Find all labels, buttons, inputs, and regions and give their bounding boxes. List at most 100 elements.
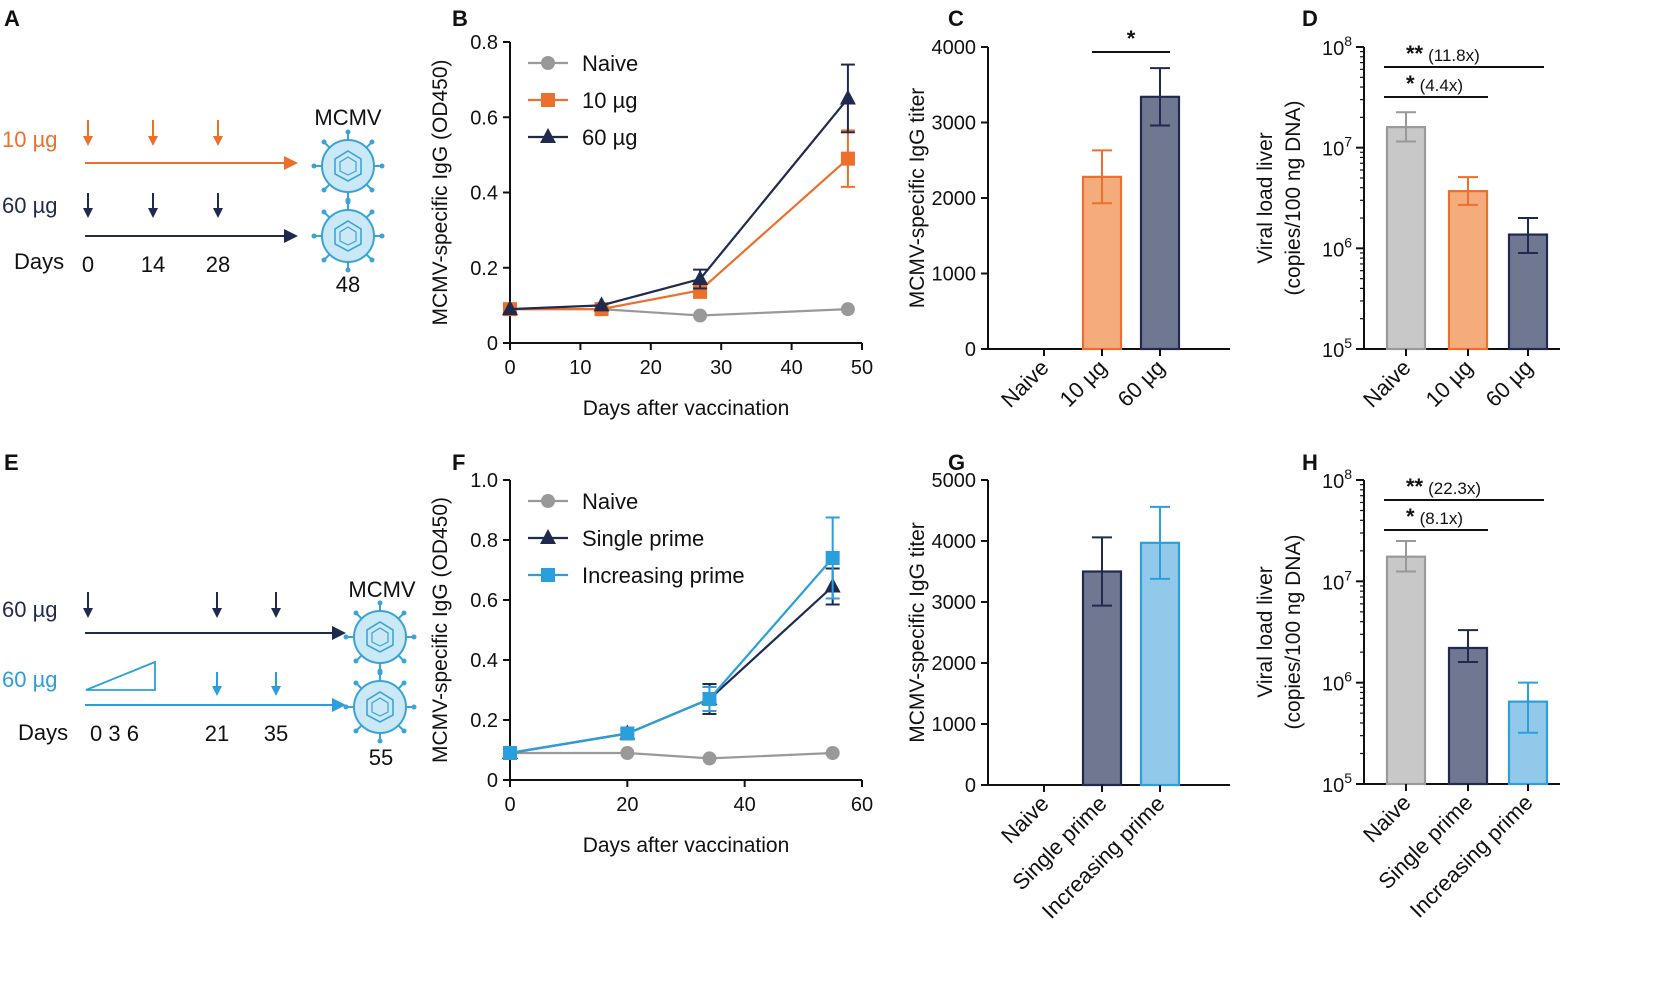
series-line-2 xyxy=(509,97,849,311)
x-tick-label: 0 xyxy=(504,357,515,379)
vaccination-arrows-10ug xyxy=(83,120,298,170)
bar xyxy=(1139,95,1181,351)
chart-panel-c: C 0 1000 2000 3000 4000 MCMV-specific IgG tit… xyxy=(906,6,1230,412)
y-tick-exponent: 7 xyxy=(1344,134,1352,150)
challenge-day: 55 xyxy=(369,745,393,770)
chart-panel-f: F 0 0.2 0.4 0.6 0.8 1.0 0 20 40 60 Days after vacc… xyxy=(429,450,873,857)
y-tick-base: 10 xyxy=(1322,239,1344,261)
y-tick-exponent: 5 xyxy=(1344,335,1352,351)
y-tick-label: 0 xyxy=(487,333,498,355)
data-point xyxy=(825,551,840,565)
bar xyxy=(1385,126,1427,351)
chart-panel-b: B 0 0.2 0.4 0.6 0.8 0 10 20 30 40 50 Days after vac… xyxy=(429,6,873,420)
days-label: Days xyxy=(18,720,68,745)
y-tick-label: 108 xyxy=(1322,33,1352,60)
x-tick-label: 20 xyxy=(616,794,638,816)
y-tick-label: 105 xyxy=(1322,770,1352,797)
category-label: Naive xyxy=(996,355,1053,412)
y-tick-base: 10 xyxy=(1322,674,1344,696)
legend-label: Naive xyxy=(582,51,638,76)
y-tick-label: 0.2 xyxy=(470,710,498,732)
significance-label: ** (22.3x) xyxy=(1406,474,1481,499)
series-line-2 xyxy=(509,557,834,755)
y-tick-label: 0 xyxy=(965,339,976,361)
bar xyxy=(1081,175,1123,351)
legend-marker xyxy=(540,529,556,544)
data-point xyxy=(702,692,717,706)
y-axis-title: Viral load liver xyxy=(1254,132,1277,264)
y-tick-label: 107 xyxy=(1322,567,1352,594)
series-line-1 xyxy=(510,157,849,311)
dose-label-single-prime: 60 µg xyxy=(2,597,58,622)
panel-letter-d: D xyxy=(1302,6,1318,31)
bar xyxy=(1385,555,1427,786)
legend-marker xyxy=(541,93,555,107)
legend-label: 60 µg xyxy=(582,125,638,150)
significance-stars: ** xyxy=(1406,474,1424,499)
x-tick-label: 40 xyxy=(780,357,802,379)
fold-change: (4.4x) xyxy=(1420,76,1463,95)
y-tick-label: 3000 xyxy=(932,113,977,135)
legend-label: 10 µg xyxy=(582,88,638,113)
x-tick-label: 20 xyxy=(640,357,662,379)
legend-label: Increasing prime xyxy=(582,563,745,588)
legend-marker xyxy=(540,128,556,143)
data-point xyxy=(693,308,708,323)
bar xyxy=(1447,190,1489,351)
y-tick-label: 2000 xyxy=(932,188,977,210)
data-point xyxy=(692,270,709,286)
category-label: 10 µg xyxy=(1055,355,1112,412)
y-tick-exponent: 6 xyxy=(1344,669,1352,685)
y-tick-base: 10 xyxy=(1322,340,1344,362)
panel-e: E 60 µg 60 µg Days 0 3 6 21 35 MCMV 55 xyxy=(2,450,418,770)
y-axis-subtitle: (copies/100 ng DNA) xyxy=(1282,535,1305,730)
day-label: 0 3 6 xyxy=(90,721,139,746)
y-tick-label: 1.0 xyxy=(470,470,498,492)
significance-label: ** (11.8x) xyxy=(1406,41,1480,66)
y-axis-subtitle: (copies/100 ng DNA) xyxy=(1282,101,1305,296)
day-label: 0 xyxy=(82,252,94,277)
panel-letter-e: E xyxy=(4,450,19,475)
series-line-0 xyxy=(510,751,833,760)
data-point xyxy=(702,751,717,766)
y-tick-base: 10 xyxy=(1322,471,1344,493)
legend-marker xyxy=(541,494,555,508)
escalating-dose-triangle xyxy=(85,660,156,691)
y-tick-exponent: 6 xyxy=(1344,234,1352,250)
data-point xyxy=(593,296,610,312)
x-tick-label: 30 xyxy=(710,357,732,379)
y-axis-title: MCMV-specific IgG (OD450) xyxy=(429,497,452,763)
y-tick-label: 0.8 xyxy=(470,530,498,552)
panel-letter-c: C xyxy=(948,6,964,31)
y-tick-label: 0 xyxy=(487,770,498,792)
x-axis-title: Days after vaccination xyxy=(583,397,790,420)
y-axis-title: MCMV-specific IgG titer xyxy=(906,522,929,743)
y-tick-label: 0.4 xyxy=(470,183,498,205)
day-label: 21 xyxy=(205,721,229,746)
legend-marker xyxy=(541,56,555,70)
y-axis-title: MCMV-specific IgG titer xyxy=(906,88,929,309)
dose-label-60ug: 60 µg xyxy=(2,193,58,218)
y-tick-label: 0.6 xyxy=(470,107,498,129)
y-tick-label: 4000 xyxy=(932,531,977,553)
y-tick-label: 3000 xyxy=(932,592,977,614)
challenge-label: MCMV xyxy=(348,577,416,602)
bar xyxy=(1081,570,1123,787)
panel-letter-f: F xyxy=(452,450,465,475)
panel-letter-g: G xyxy=(948,450,965,475)
fold-change: (11.8x) xyxy=(1428,46,1480,65)
y-tick-exponent: 8 xyxy=(1344,33,1352,49)
fold-change: (22.3x) xyxy=(1428,479,1481,498)
virus-icon xyxy=(310,128,386,204)
y-tick-label: 0.6 xyxy=(470,590,498,612)
y-tick-label: 0 xyxy=(965,775,976,797)
x-tick-label: 60 xyxy=(851,794,873,816)
data-point xyxy=(620,746,635,760)
vaccination-arrows-single-prime xyxy=(83,592,346,640)
panel-letter-b: B xyxy=(452,6,468,31)
y-tick-exponent: 5 xyxy=(1344,770,1352,786)
y-tick-label: 0.2 xyxy=(470,258,498,280)
